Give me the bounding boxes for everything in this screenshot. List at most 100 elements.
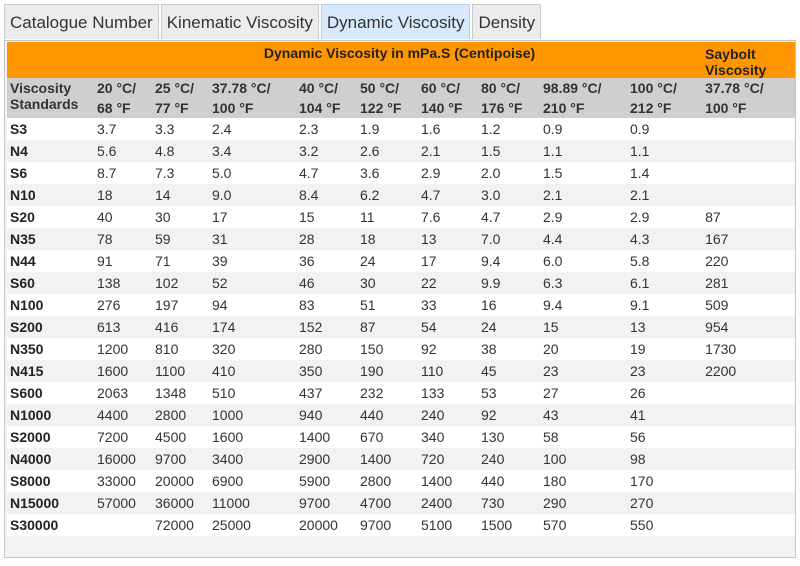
standard-name-cell: N44 xyxy=(7,250,94,272)
viscosity-value-cell: 1500 xyxy=(478,514,540,536)
table-row: S60 138 102 52 46 30 22 9.9 6.3 6.1 281 xyxy=(7,272,796,294)
viscosity-value-cell: 550 xyxy=(627,514,703,536)
table-row: N44 91 71 39 36 24 17 9.4 6.0 5.8 220 xyxy=(7,250,796,272)
viscosity-value-cell: 38 xyxy=(478,338,540,360)
header-temperature-row: Viscosity Standards 20 °C/68 °F 25 °C/77 … xyxy=(7,78,796,118)
viscosity-value-cell: 52 xyxy=(209,272,296,294)
viscosity-value-cell: 92 xyxy=(478,404,540,426)
standard-name-cell: N350 xyxy=(7,338,94,360)
viscosity-value-cell: 1400 xyxy=(296,426,357,448)
table-row: S2000 7200 4500 1600 1400 670 340 130 58 56 xyxy=(7,426,796,448)
tab-dynamic-viscosity[interactable]: Dynamic Viscosity xyxy=(320,4,471,39)
viscosity-value-cell: 1400 xyxy=(357,448,418,470)
viscosity-value-cell: 2.9 xyxy=(627,206,703,228)
viscosity-value-cell: 6.1 xyxy=(627,272,703,294)
tab-catalogue-number[interactable]: Catalogue Number xyxy=(4,4,159,39)
viscosity-value-cell: 4500 xyxy=(152,426,209,448)
viscosity-value-cell: 150 xyxy=(357,338,418,360)
table-row: S30000 72000 25000 20000 9700 5100 1500 570 550 xyxy=(7,514,796,536)
viscosity-value-cell: 1000 xyxy=(209,404,296,426)
viscosity-value-cell: 4700 xyxy=(357,492,418,514)
viscosity-value-cell: 7.3 xyxy=(152,162,209,184)
viscosity-value-cell: 9.0 xyxy=(209,184,296,206)
table-row: S200 613 416 174 152 87 54 24 15 13 954 xyxy=(7,316,796,338)
viscosity-value-cell: 2200 xyxy=(702,360,796,382)
viscosity-value-cell: 4.7 xyxy=(296,162,357,184)
viscosity-value-cell: 72000 xyxy=(152,514,209,536)
viscosity-value-cell: 20 xyxy=(540,338,627,360)
viscosity-value-cell: 30 xyxy=(152,206,209,228)
tab-kinematic-viscosity[interactable]: Kinematic Viscosity xyxy=(160,4,319,39)
viscosity-value-cell: 1.1 xyxy=(540,140,627,162)
viscosity-value-cell: 7.0 xyxy=(478,228,540,250)
viscosity-value-cell: 83 xyxy=(296,294,357,316)
viscosity-value-cell: 23 xyxy=(627,360,703,382)
viscosity-value-cell xyxy=(702,514,796,536)
viscosity-value-cell: 43 xyxy=(540,404,627,426)
viscosity-value-cell: 100 xyxy=(540,448,627,470)
viscosity-value-cell: 9700 xyxy=(152,448,209,470)
viscosity-value-cell: 87 xyxy=(357,316,418,338)
viscosity-value-cell: 33 xyxy=(418,294,478,316)
tab-density[interactable]: Density xyxy=(472,4,542,39)
tab-bar: Catalogue Number Kinematic Viscosity Dyn… xyxy=(4,4,543,41)
standard-name-cell: N4 xyxy=(7,140,94,162)
standard-name-cell: S200 xyxy=(7,316,94,338)
viscosity-value-cell: 232 xyxy=(357,382,418,404)
viscosity-value-cell: 670 xyxy=(357,426,418,448)
viscosity-value-cell: 5.0 xyxy=(209,162,296,184)
standard-name-cell: N1000 xyxy=(7,404,94,426)
celsius-label: 50 °C/ xyxy=(360,80,400,96)
viscosity-value-cell: 58 xyxy=(540,426,627,448)
viscosity-value-cell: 954 xyxy=(702,316,796,338)
viscosity-value-cell: 167 xyxy=(702,228,796,250)
viscosity-value-cell xyxy=(702,492,796,514)
temperature-column-header: 80 °C/176 °F xyxy=(478,78,540,118)
viscosity-value-cell: 54 xyxy=(418,316,478,338)
viscosity-value-cell: 26 xyxy=(627,382,703,404)
viscosity-value-cell: 270 xyxy=(627,492,703,514)
temperature-column-header: 20 °C/68 °F xyxy=(94,78,152,118)
viscosity-value-cell: 280 xyxy=(296,338,357,360)
viscosity-value-cell: 1.2 xyxy=(478,118,540,140)
viscosity-value-cell: 4.7 xyxy=(478,206,540,228)
standard-name-cell: N10 xyxy=(7,184,94,206)
viscosity-value-cell: 2.6 xyxy=(357,140,418,162)
standard-name-cell: N15000 xyxy=(7,492,94,514)
viscosity-value-cell: 16 xyxy=(478,294,540,316)
viscosity-value-cell xyxy=(702,426,796,448)
viscosity-value-cell: 720 xyxy=(418,448,478,470)
fahrenheit-label: 100 °F xyxy=(212,100,254,116)
temperature-column-header: 37.78 °C/100 °F xyxy=(209,78,296,118)
viscosity-value-cell: 2.3 xyxy=(296,118,357,140)
table-row: N4 5.6 4.8 3.4 3.2 2.6 2.1 1.5 1.1 1.1 xyxy=(7,140,796,162)
viscosity-value-cell: 1730 xyxy=(702,338,796,360)
standard-name-cell: S30000 xyxy=(7,514,94,536)
viscosity-value-cell: 437 xyxy=(296,382,357,404)
viscosity-value-cell: 30 xyxy=(357,272,418,294)
viscosity-value-cell: 276 xyxy=(94,294,152,316)
celsius-label: 60 °C/ xyxy=(421,80,461,96)
viscosity-value-cell: 340 xyxy=(418,426,478,448)
viscosity-value-cell: 730 xyxy=(478,492,540,514)
viscosity-value-cell: 281 xyxy=(702,272,796,294)
viscosity-value-cell xyxy=(702,448,796,470)
viscosity-value-cell: 2.9 xyxy=(540,206,627,228)
viscosity-value-cell: 17 xyxy=(418,250,478,272)
fahrenheit-label: 100 °F xyxy=(705,100,747,116)
viscosity-value-cell: 46 xyxy=(296,272,357,294)
table-row: N10 18 14 9.0 8.4 6.2 4.7 3.0 2.1 2.1 xyxy=(7,184,796,206)
viscosity-value-cell: 570 xyxy=(540,514,627,536)
viscosity-value-cell: 220 xyxy=(702,250,796,272)
viscosity-value-cell: 9.9 xyxy=(478,272,540,294)
viscosity-value-cell: 33000 xyxy=(94,470,152,492)
fahrenheit-label: 176 °F xyxy=(481,100,523,116)
viscosity-value-cell: 28 xyxy=(296,228,357,250)
viscosity-value-cell: 31 xyxy=(209,228,296,250)
celsius-label: 100 °C/ xyxy=(630,80,677,96)
viscosity-value-cell: 350 xyxy=(296,360,357,382)
viscosity-value-cell: 509 xyxy=(702,294,796,316)
viscosity-value-cell: 9700 xyxy=(296,492,357,514)
table-row: N100 276 197 94 83 51 33 16 9.4 9.1 509 xyxy=(7,294,796,316)
viscosity-value-cell: 1600 xyxy=(94,360,152,382)
